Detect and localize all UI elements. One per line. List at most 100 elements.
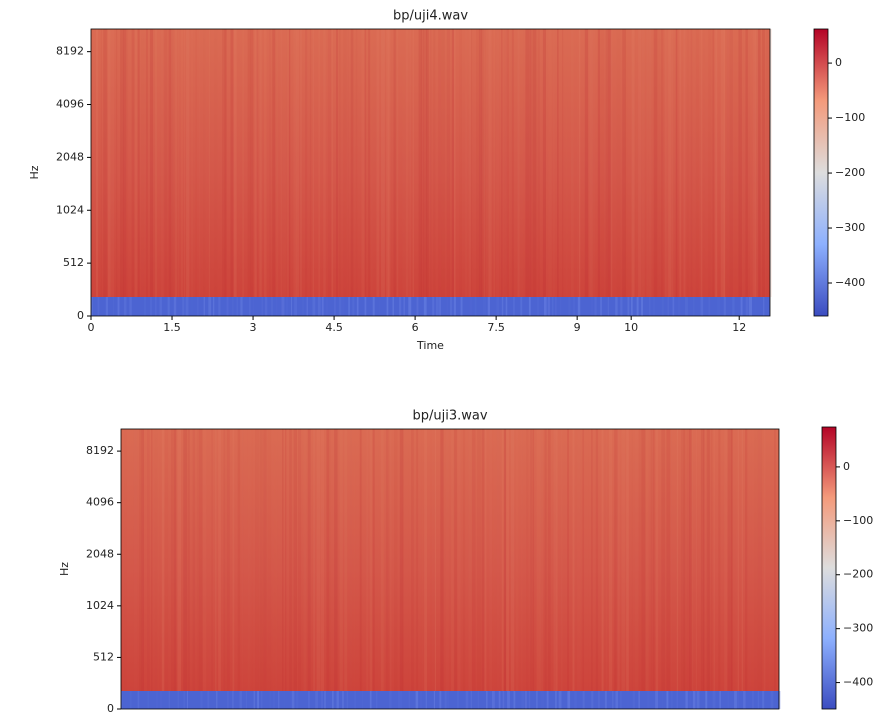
spectrogram-texture: [582, 429, 584, 691]
spectrogram-texture: [323, 29, 326, 297]
low-band-texture: [378, 297, 381, 316]
spectrogram-texture: [708, 429, 711, 691]
spectrogram-texture: [572, 429, 575, 691]
low-band-texture: [384, 691, 385, 709]
low-band-texture: [386, 297, 389, 316]
spectrogram-texture: [326, 429, 330, 691]
spectrogram-texture: [372, 429, 375, 691]
low-band-texture: [666, 691, 669, 709]
spectrogram-texture: [120, 29, 124, 297]
spectrogram-texture: [742, 29, 743, 297]
spectrogram-texture: [737, 429, 740, 691]
spectrogram-texture: [777, 429, 779, 691]
spectrogram-texture: [584, 29, 589, 297]
spectrogram-texture: [601, 429, 604, 691]
spectrogram-texture: [386, 429, 389, 691]
spectrogram-texture: [285, 429, 287, 691]
low-band-texture: [477, 691, 479, 709]
spectrogram-texture: [477, 429, 481, 691]
low-band-texture: [336, 691, 339, 709]
spectrogram-texture: [202, 429, 207, 691]
spectrogram-texture: [652, 429, 655, 691]
low-band-texture: [620, 297, 623, 316]
low-band-texture: [670, 691, 673, 709]
spectrogram-texture: [208, 29, 211, 297]
spectrogram-texture: [672, 29, 675, 297]
low-band-texture: [278, 691, 280, 709]
low-band-texture: [607, 297, 609, 316]
spectrogram-texture: [711, 429, 713, 691]
low-band-texture: [168, 691, 171, 709]
low-band-texture: [425, 691, 427, 709]
spectrogram-texture: [233, 29, 237, 297]
spectrogram-texture: [510, 429, 515, 691]
low-band-texture: [290, 297, 292, 316]
spectrogram-texture: [289, 29, 291, 297]
low-band-texture: [723, 297, 726, 316]
low-band-texture: [240, 297, 243, 316]
spectrogram-texture: [712, 29, 714, 297]
low-band-texture: [143, 297, 147, 316]
low-band-texture: [521, 691, 524, 709]
spectrogram-texture: [399, 429, 403, 691]
spectrogram-texture: [123, 29, 127, 297]
plot-frame: [120, 428, 780, 710]
low-band-texture: [215, 691, 218, 709]
colorbar-tick-label: −400: [843, 676, 873, 689]
spectrogram-texture: [426, 29, 429, 297]
low-band-texture: [91, 297, 93, 316]
low-band-texture: [191, 297, 194, 316]
low-band-texture: [231, 297, 234, 316]
low-band-texture: [513, 691, 516, 709]
spectrogram-texture: [625, 29, 627, 297]
y-axis-label: Hz: [28, 165, 41, 179]
low-band-texture: [491, 691, 495, 709]
low-band-texture: [708, 297, 711, 316]
low-band-texture: [307, 691, 310, 709]
spectrogram-texture: [198, 429, 203, 691]
low-band-texture: [149, 297, 153, 316]
spectrogram-texture: [396, 29, 399, 297]
low-band-texture: [469, 297, 473, 316]
colorbar: [821, 426, 837, 710]
spectrogram-texture: [453, 429, 457, 691]
low-band-texture: [470, 691, 472, 709]
spectrogram-texture: [715, 29, 718, 297]
low-band-texture: [375, 691, 378, 709]
low-band-texture: [465, 691, 469, 709]
spectrogram-texture: [671, 429, 672, 691]
low-band-texture: [457, 691, 459, 709]
y-tick-label: 4096: [86, 496, 114, 509]
spectrogram-texture: [273, 429, 275, 691]
low-band-texture: [419, 691, 423, 709]
low-band-texture: [186, 691, 189, 709]
low-band-texture: [449, 297, 453, 316]
spectrogram-texture: [348, 29, 349, 297]
spectrogram-texture: [327, 29, 331, 297]
low-band-texture: [342, 297, 345, 316]
low-band-texture: [507, 691, 510, 709]
spectrogram-texture: [622, 29, 626, 297]
spectrogram-texture: [280, 429, 281, 691]
spectrogram-texture: [329, 429, 331, 691]
low-band-texture: [487, 297, 491, 316]
low-band-texture: [627, 297, 630, 316]
spectrogram-texture: [695, 429, 698, 691]
spectrogram-texture: [242, 429, 243, 691]
low-band-texture: [416, 297, 419, 316]
spectrogram-texture: [215, 429, 217, 691]
x-tick-label: 12: [732, 321, 746, 334]
low-band-texture: [264, 297, 268, 316]
spectrogram-texture: [218, 429, 221, 691]
spectrogram-texture: [151, 429, 153, 691]
spectrogram-texture: [100, 29, 102, 297]
low-band-texture: [757, 691, 760, 709]
spectrogram-texture: [731, 429, 733, 691]
low-band-texture: [573, 297, 576, 316]
spectrogram-texture: [168, 29, 172, 297]
low-band-texture: [612, 691, 614, 709]
spectrogram-texture: [245, 429, 247, 691]
spectrogram-texture: [545, 29, 548, 297]
low-band-texture: [321, 297, 324, 316]
spectrogram-texture: [488, 29, 492, 297]
